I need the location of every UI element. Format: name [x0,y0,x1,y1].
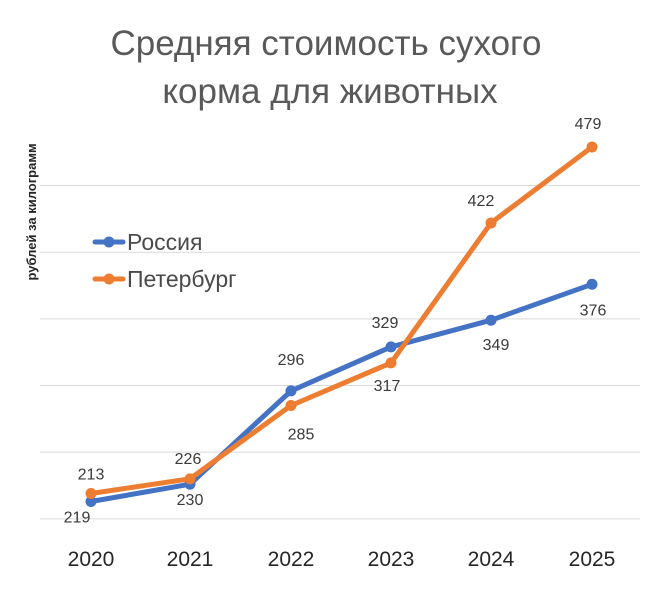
chart-title-line-1: Средняя стоимость сухого [110,24,541,63]
data-label: 329 [372,315,399,332]
legend-item: Петербург [92,266,237,292]
data-point [485,314,497,326]
data-point [385,357,397,369]
data-label: 317 [374,378,401,395]
data-point [385,341,397,353]
x-tick-label: 2025 [569,548,616,571]
x-tick-label: 2023 [368,548,415,571]
series-petersburg: 219 230 285 317 422 479 [64,116,602,527]
x-tick-label: 2022 [268,548,315,571]
legend-swatch-marker [103,273,115,285]
data-point [586,278,598,290]
legend-label: Россия [127,229,202,255]
data-label: 213 [78,467,105,484]
legend-item: Россия [92,229,202,255]
x-tick-label: 2020 [68,548,115,571]
data-label: 376 [580,302,607,319]
y-axis-label: рублей за килограмм [24,143,39,280]
data-label: 219 [64,510,91,527]
data-point [586,141,598,153]
chart-title: Средняя стоимость сухого корма для живот… [110,24,541,111]
data-label: 349 [483,337,510,354]
x-axis-ticks: 2020 2021 2022 2023 2024 2025 [68,548,616,571]
data-point [85,488,97,500]
data-point [85,496,97,507]
x-tick-label: 2021 [167,548,214,571]
data-label: 230 [177,492,204,509]
legend: Россия Петербург [92,229,237,292]
data-label: 479 [575,116,602,133]
series-line [88,281,595,504]
legend-swatch-marker [103,236,115,248]
data-label: 226 [175,451,202,468]
chart-title-line-2: корма для животных [162,72,498,111]
data-label: 285 [288,427,315,444]
data-point [184,473,196,485]
x-tick-label: 2024 [468,548,515,571]
data-point [285,400,297,412]
data-label: 422 [468,193,495,210]
series-lines: 213 226 296 329 349 376 219 230 285 317 422 479 [64,116,607,527]
data-label: 296 [278,352,305,369]
data-point [485,217,497,229]
series-russia: 213 226 296 329 349 376 [78,278,607,507]
series-line [88,144,595,496]
legend-label: Петербург [127,266,237,292]
data-point [285,385,297,397]
